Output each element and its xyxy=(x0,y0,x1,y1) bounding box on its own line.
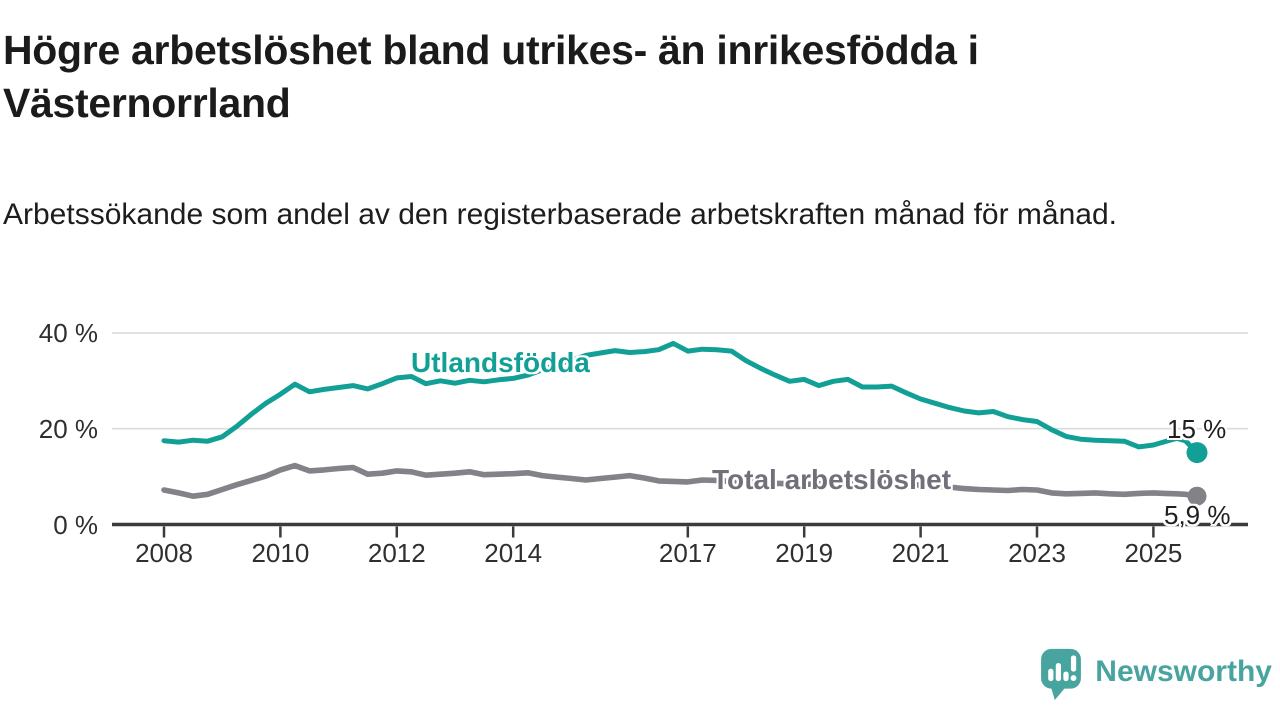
chart-title: Högre arbetslöshet bland utrikes- än inr… xyxy=(3,27,979,127)
chart-subtitle: Arbetssökande som andel av den registerb… xyxy=(3,198,1117,231)
x-axis-tick-label: 2025 xyxy=(1124,538,1183,568)
y-axis-tick-label: 40 % xyxy=(38,317,98,348)
x-axis-tick-label: 2023 xyxy=(1008,538,1066,568)
y-axis-tick-label: 0 % xyxy=(53,509,98,540)
series-label-utlandsfodda: Utlandsfödda xyxy=(411,347,590,378)
x-axis-tick-label: 2008 xyxy=(135,538,193,568)
series-label-total-arbetsloshet: Total arbetslöshet xyxy=(712,464,952,495)
x-axis-tick-label: 2012 xyxy=(367,538,426,568)
series-line-total-arbetsloshet xyxy=(161,462,1200,500)
series-end-dot-utlandsfodda xyxy=(1186,442,1208,464)
y-axis-tick-label: 20 % xyxy=(38,413,98,444)
newsworthy-logo[interactable]: Newsworthy xyxy=(1038,646,1272,701)
x-axis-tick-label: 2019 xyxy=(775,538,834,568)
x-axis-tick-label: 2021 xyxy=(891,538,950,568)
newsworthy-logo-text: Newsworthy xyxy=(1095,654,1272,688)
end-value-label-utlandsfodda: 15 % xyxy=(1167,414,1227,444)
x-axis-tick-label: 2014 xyxy=(484,538,543,568)
x-axis-tick-label: 2010 xyxy=(251,538,310,568)
series-line-utlandsfodda xyxy=(161,340,1200,456)
x-axis-tick-label: 2017 xyxy=(658,538,717,568)
newsworthy-logo-icon xyxy=(1041,648,1082,701)
series-end-dot-total-arbetsloshet xyxy=(1187,486,1207,506)
end-value-label-total: 5,9 % xyxy=(1164,500,1231,530)
